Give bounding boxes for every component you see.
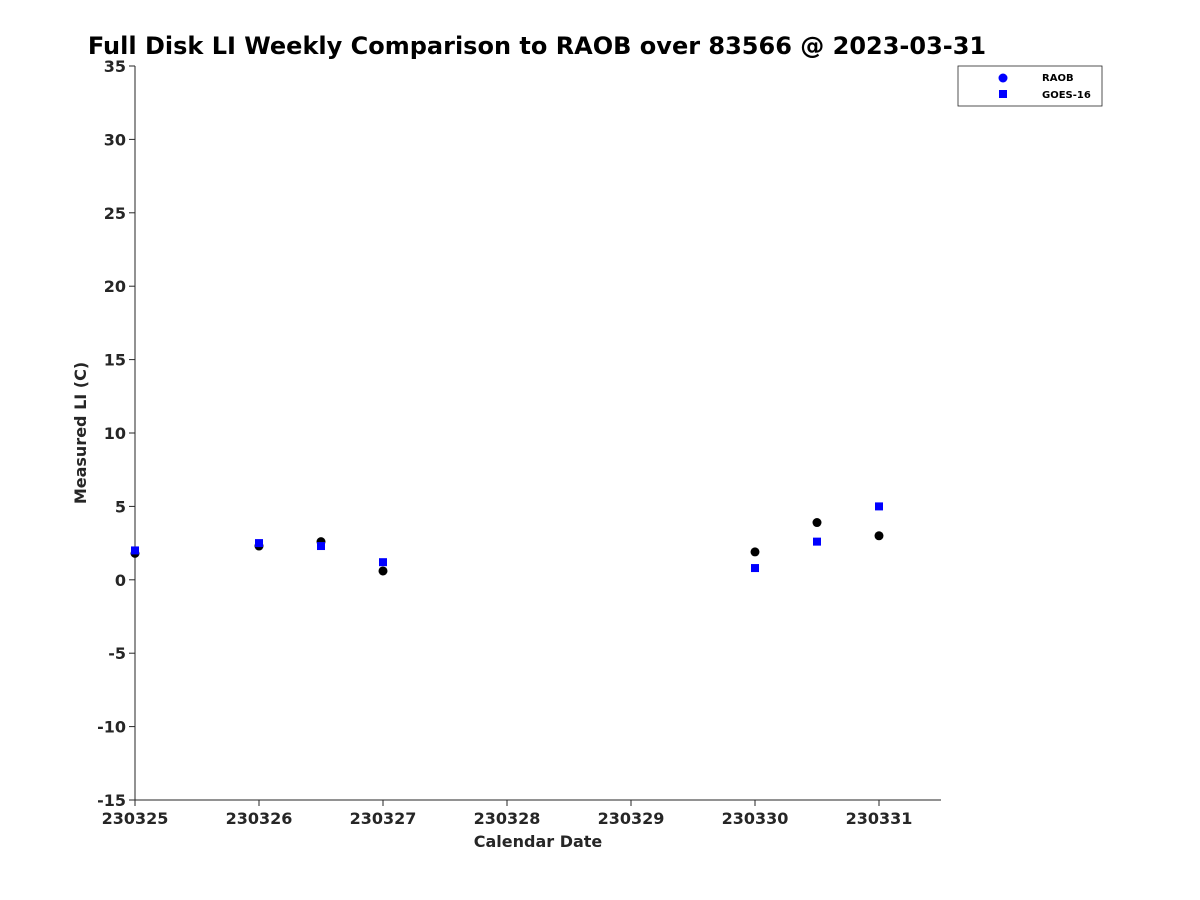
data-point-raob: [874, 531, 884, 541]
data-point-goes16: [813, 537, 821, 546]
y-tick-label: 5: [115, 497, 126, 516]
data-point-raob: [812, 518, 822, 528]
x-tick-label: 230330: [722, 809, 789, 828]
x-tick-label: 230331: [846, 809, 913, 828]
data-point-goes16: [751, 564, 759, 573]
axes: [134, 66, 941, 801]
data-point-goes16: [255, 539, 263, 548]
x-tick-label: 230325: [102, 809, 169, 828]
legend-marker-raob: [998, 73, 1008, 83]
y-tick-label: 0: [115, 571, 126, 590]
data-point-raob: [378, 566, 388, 576]
x-tick-label: 230328: [474, 809, 541, 828]
x-ticks: 230325 230326 230327 230328 230329 230330 2303…: [102, 800, 913, 828]
x-tick-label: 230326: [226, 809, 293, 828]
x-axis-label: Calendar Date: [474, 832, 603, 851]
y-tick-label: -10: [97, 718, 126, 737]
legend-marker-goes16: [999, 90, 1007, 98]
y-tick-label: 10: [104, 424, 126, 443]
data-point-raob: [750, 547, 760, 557]
y-ticks: 35 30 25 20 15 10 5 0 -5 -10 -15: [97, 57, 135, 810]
y-tick-label: 20: [104, 277, 126, 296]
x-tick-label: 230327: [350, 809, 417, 828]
y-tick-label: 15: [104, 351, 126, 370]
x-tick-label: 230329: [598, 809, 665, 828]
y-tick-label: 35: [104, 57, 126, 76]
legend: RAOB GOES-16: [957, 65, 1103, 107]
data-point-goes16: [875, 502, 883, 511]
data-points: [130, 502, 884, 576]
data-point-goes16: [379, 558, 387, 567]
data-point-goes16: [131, 546, 139, 555]
chart-title: Full Disk LI Weekly Comparison to RAOB o…: [88, 32, 986, 60]
legend-label-raob: RAOB: [1042, 73, 1074, 84]
legend-label-goes16: GOES-16: [1042, 90, 1091, 101]
legend-box: [957, 65, 1103, 107]
y-tick-label: -5: [108, 644, 126, 663]
y-tick-label: -15: [97, 791, 126, 810]
y-tick-label: 30: [104, 130, 126, 149]
y-axis-label: Measured LI (C): [71, 362, 90, 504]
data-point-goes16: [317, 542, 325, 551]
y-tick-label: 25: [104, 204, 126, 223]
